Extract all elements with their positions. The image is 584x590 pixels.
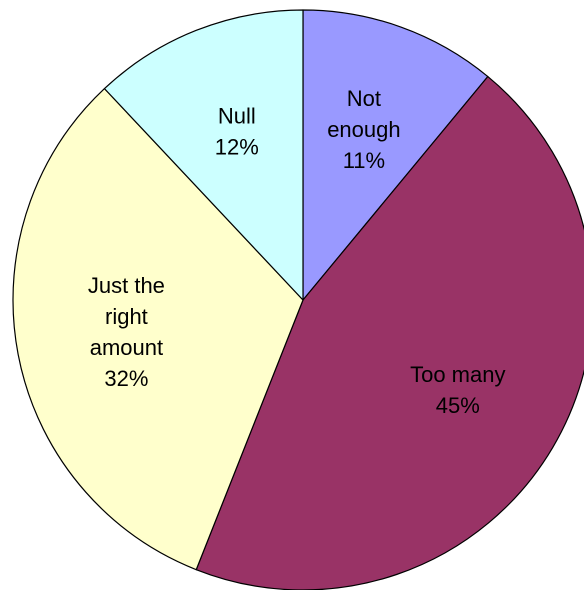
pie-slice-percent: 12% [215,134,259,159]
pie-slice-label-line: Too many [410,362,505,387]
pie-slice-label-3: Null 12% [215,103,259,159]
pie-slice-label-line: amount [90,335,163,360]
pie-slice-label-line: Just the [88,273,165,298]
pie-slice-label-0: Not enough 11% [327,86,400,173]
pie-slice-label-2: Just the right amount 32% [88,273,165,391]
pie-slice-label-line: Not [347,86,381,111]
pie-slice-0 [302,9,489,301]
pie-slice-percent: 32% [104,366,148,391]
pie-slice-percent: 45% [436,393,480,418]
pie-slice-label-line: Null [218,103,256,128]
pie-slice-label-1: Too many 45% [410,362,505,418]
pie-slice-label-line: enough [327,117,400,142]
pie-slice-2 [12,88,304,571]
pie-slice-percent: 11% [343,148,385,173]
pie-slice-label-line: right [105,304,148,329]
pie-slice-3 [103,9,304,301]
pie-labels: Not enough 11% Too many 45% Just the right amou… [88,86,506,418]
pie-slices [12,9,584,590]
